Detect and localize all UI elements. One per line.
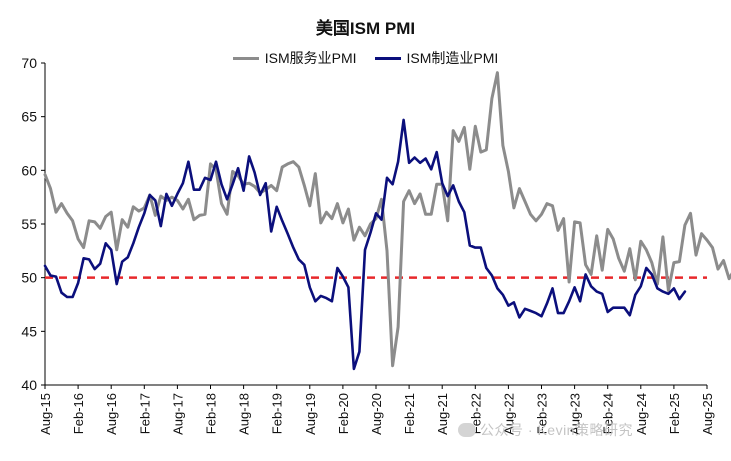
y-tick-label: 55 [21, 216, 37, 232]
legend-swatch-manufacturing [374, 56, 401, 60]
x-tick-label: Feb-19 [270, 393, 285, 434]
x-tick-label: Aug-20 [369, 393, 384, 435]
x-tick-label: Feb-23 [535, 393, 550, 434]
legend-item-manufacturing: ISM制造业PMI [374, 48, 499, 68]
x-tick-label: Aug-23 [568, 393, 583, 435]
x-tick-label: Aug-15 [38, 393, 53, 435]
x-tick-label: Feb-18 [204, 393, 219, 434]
x-tick-label: Feb-24 [601, 393, 616, 434]
watermark-text: 公众号 · Kevin策略研究 [480, 422, 633, 438]
series-line-services [43, 71, 731, 368]
x-tick-label: Aug-22 [501, 393, 516, 435]
y-tick-label: 65 [21, 109, 37, 125]
x-tick-label: Aug-19 [303, 393, 318, 435]
x-tick-label: Aug-24 [634, 393, 649, 435]
x-tick-label: Feb-16 [71, 393, 86, 434]
x-tick-label: Aug-16 [104, 393, 119, 435]
legend-item-services: ISM服务业PMI [232, 48, 357, 68]
wechat-icon [458, 423, 476, 437]
axes: 40 45 50 55 60 65 70 Aug-15 Feb-16 Aug-16 Feb-17 Au… [21, 55, 715, 435]
series-group [43, 71, 731, 371]
legend: ISM服务业PMI ISM制造业PMI [0, 48, 731, 68]
y-tick-label: 60 [21, 162, 37, 178]
x-tick-label: Feb-21 [402, 393, 417, 434]
x-tick-label: Aug-17 [170, 393, 185, 435]
watermark: 公众号 · Kevin策略研究 [458, 420, 633, 440]
series-line-manufacturing [43, 118, 687, 371]
x-tick-label: Aug-18 [237, 393, 252, 435]
x-tick-label: Feb-17 [137, 393, 152, 434]
legend-label-services: ISM服务业PMI [264, 50, 357, 66]
chart-title: 美国ISM PMI [315, 19, 416, 38]
x-tick-label: Feb-25 [667, 393, 682, 434]
x-tick-label: Aug-21 [435, 393, 450, 435]
x-tick-label: Aug-25 [700, 393, 715, 435]
legend-swatch-services [232, 56, 259, 60]
y-tick-label: 50 [21, 270, 37, 286]
y-tick-label: 45 [21, 323, 37, 339]
legend-label-manufacturing: ISM制造业PMI [406, 50, 499, 66]
y-tick-label: 70 [21, 55, 37, 71]
x-tick-label: Feb-20 [336, 393, 351, 434]
y-tick-label: 40 [21, 377, 37, 393]
